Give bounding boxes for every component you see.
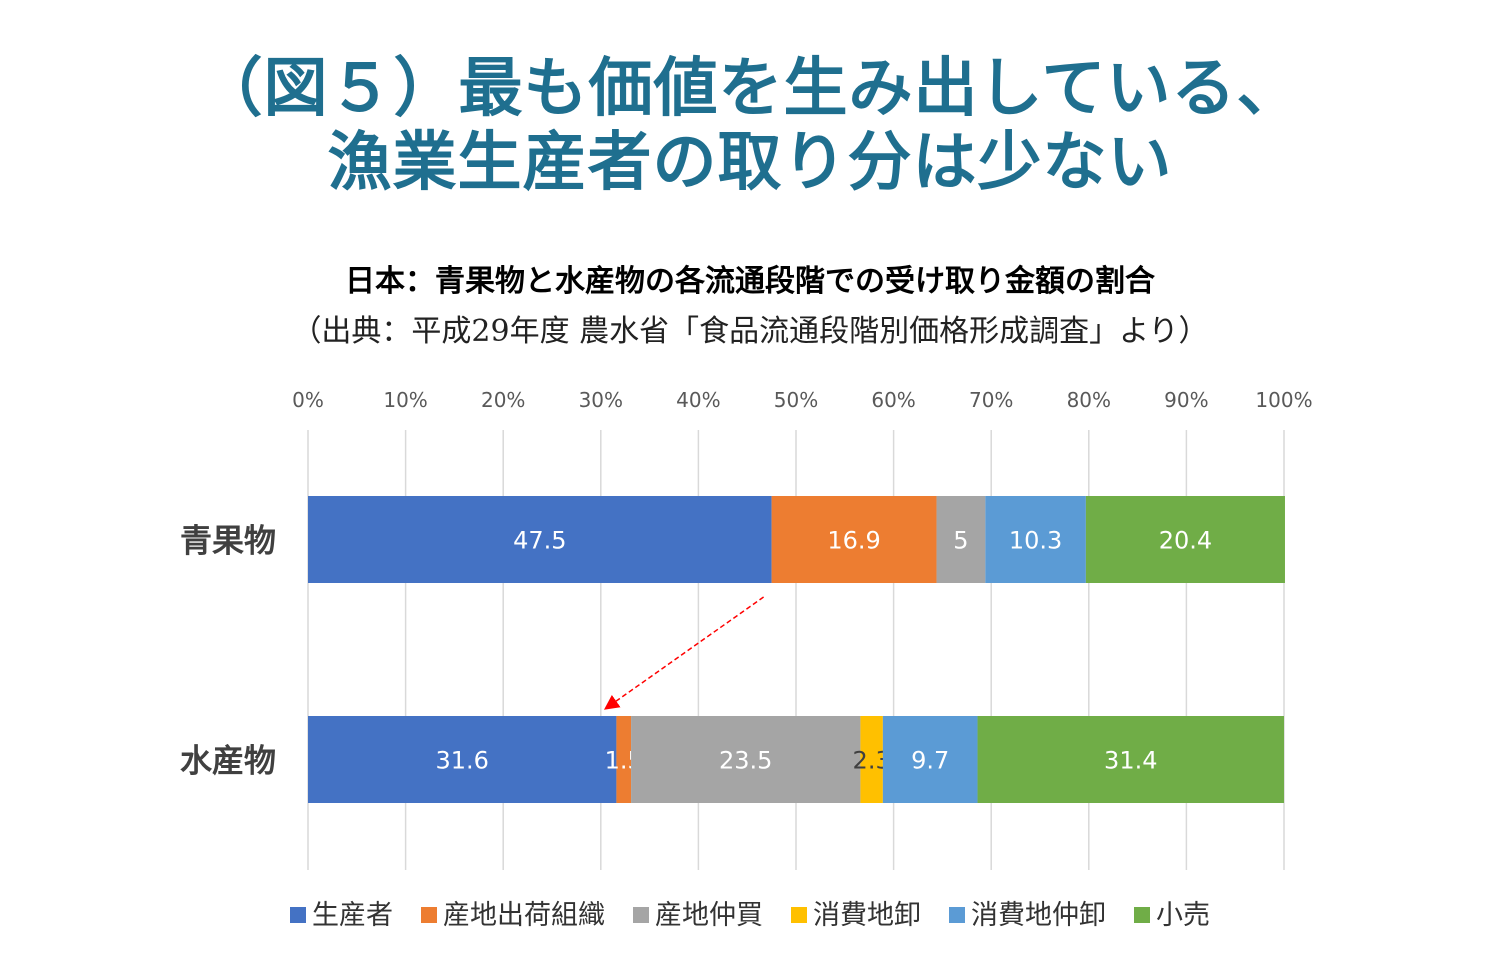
x-tick-label: 20%: [481, 388, 525, 412]
legend-swatch: [421, 906, 437, 923]
x-tick-label: 90%: [1164, 388, 1208, 412]
bar-segment: [616, 716, 632, 803]
bar-segment: [1085, 496, 1285, 583]
data-label: 9.7: [911, 747, 949, 775]
chart-title: 日本：青果物と水産物の各流通段階での受け取り金額の割合: [345, 264, 1155, 299]
x-tick-label: 0%: [292, 388, 324, 412]
bar-segment: [882, 716, 978, 803]
data-label: 5: [953, 527, 968, 555]
legend-item: 生産者: [290, 893, 393, 932]
legend-item: 産地出荷組織: [421, 893, 605, 932]
legend-item: 消費地仲卸: [949, 893, 1106, 932]
legend-label: 生産者: [312, 900, 393, 931]
bar-segment: [977, 716, 1284, 803]
legend-label: 小売: [1156, 900, 1210, 931]
legend-item: 消費地卸: [791, 893, 921, 932]
legend-swatch: [1134, 906, 1150, 923]
x-tick-label: 60%: [871, 388, 915, 412]
x-tick-label: 80%: [1067, 388, 1111, 412]
x-tick-label: 30%: [579, 388, 623, 412]
category-label: 水産物: [180, 742, 276, 780]
legend-swatch: [290, 906, 306, 923]
data-label: 47.5: [513, 527, 566, 555]
chart-subtitle: （出典：平成29年度 農水省「食品流通段階別価格形成調査」より）: [291, 314, 1209, 349]
bar-segment: [985, 496, 1086, 583]
x-tick-label: 10%: [383, 388, 427, 412]
bar-segment: [631, 716, 861, 803]
legend-item: 小売: [1134, 893, 1210, 932]
annotation-arrow: [603, 596, 765, 710]
legend-label: 消費地卸: [813, 900, 921, 931]
bar-segment: [308, 496, 772, 583]
bar-segment: [860, 716, 883, 803]
legend-label: 産地仲買: [655, 900, 763, 931]
category-label: 青果物: [180, 522, 276, 560]
chart-legend: 生産者 産地出荷組織 産地仲買 消費地卸 消費地仲卸 小売: [0, 893, 1500, 932]
data-label: 10.3: [1009, 527, 1062, 555]
legend-label: 産地出荷組織: [443, 900, 605, 931]
bar-segment: [936, 496, 986, 583]
legend-item: 産地仲買: [633, 893, 763, 932]
legend-swatch: [791, 906, 807, 923]
legend-swatch: [633, 906, 649, 923]
x-tick-label: 50%: [774, 388, 818, 412]
page-title-line-1: （図５）最も価値を生み出している、: [198, 52, 1302, 126]
page-title-line-2: 漁業生産者の取り分は少ない: [327, 126, 1173, 200]
x-tick-label: 40%: [676, 388, 720, 412]
data-label: 16.9: [827, 527, 880, 555]
stacked-bar-chart: 0% 10% 20% 30% 40% 50% 60% 70% 80% 90% 100% 青果物 47.5…: [180, 388, 1313, 870]
data-label: 20.4: [1159, 527, 1212, 555]
data-label: 31.6: [435, 747, 488, 775]
data-label: 31.4: [1104, 747, 1157, 775]
x-tick-label: 70%: [969, 388, 1013, 412]
legend-label: 消費地仲卸: [971, 900, 1106, 931]
data-label: 23.5: [719, 747, 772, 775]
bar-segment: [771, 496, 937, 583]
bar-segment: [308, 716, 617, 803]
legend-swatch: [949, 906, 965, 923]
page-title: （図５）最も価値を生み出している、 漁業生産者の取り分は少ない: [0, 52, 1500, 200]
x-tick-label: 100%: [1255, 388, 1312, 412]
